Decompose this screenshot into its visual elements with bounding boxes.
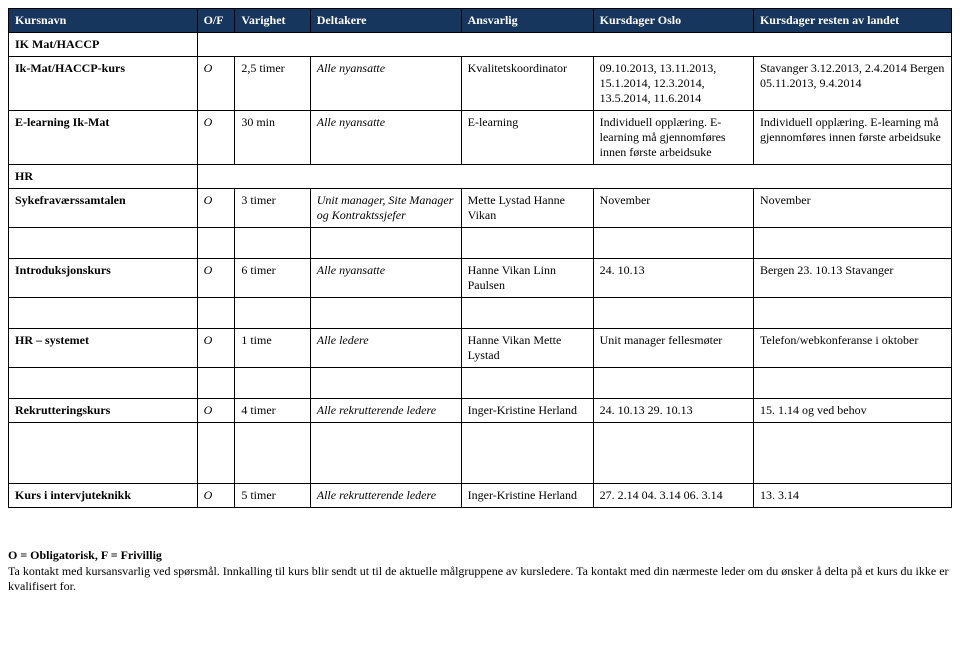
- cell-oslo: 24. 10.13: [593, 259, 753, 298]
- cell-deltakere: Alle ledere: [310, 329, 461, 368]
- cell-varighet: 6 timer: [235, 259, 310, 298]
- cell-deltakere: Alle rekrutterende ledere: [310, 399, 461, 423]
- course-table: Kursnavn O/F Varighet Deltakere Ansvarli…: [8, 8, 952, 508]
- cell-oslo: 27. 2.14 04. 3.14 06. 3.14: [593, 484, 753, 508]
- footer-line2: Ta kontakt med kursansvarlig ved spørsmå…: [8, 564, 952, 595]
- cell-varighet: 2,5 timer: [235, 57, 310, 111]
- row-elearn: E-learning Ik-Mat O 30 min Alle nyansatt…: [9, 111, 952, 165]
- cell-ansvarlig: Kvalitetskoordinator: [461, 57, 593, 111]
- cell-navn: Rekrutteringskurs: [9, 399, 198, 423]
- cell-ansvarlig: Hanne Vikan Linn Paulsen: [461, 259, 593, 298]
- cell-varighet: 1 time: [235, 329, 310, 368]
- row-ikmat: Ik-Mat/HACCP-kurs O 2,5 timer Alle nyans…: [9, 57, 952, 111]
- cell-varighet: 3 timer: [235, 189, 310, 228]
- cell-resten: Bergen 23. 10.13 Stavanger: [753, 259, 951, 298]
- footer-line1: O = Obligatorisk, F = Frivillig: [8, 548, 952, 564]
- col-ansvarlig: Ansvarlig: [461, 9, 593, 33]
- cell-of: O: [197, 57, 235, 111]
- cell-navn: Kurs i intervjuteknikk: [9, 484, 198, 508]
- cell-of: O: [197, 329, 235, 368]
- cell-deltakere: Alle nyansatte: [310, 259, 461, 298]
- cell-resten: Telefon/webkonferanse i oktober: [753, 329, 951, 368]
- col-varighet: Varighet: [235, 9, 310, 33]
- cell-ansvarlig: E-learning: [461, 111, 593, 165]
- cell-resten: 15. 1.14 og ved behov: [753, 399, 951, 423]
- spacer: [9, 228, 952, 259]
- section-hr: HR: [9, 165, 952, 189]
- cell-deltakere: Alle nyansatte: [310, 57, 461, 111]
- cell-of: O: [197, 259, 235, 298]
- spacer: [9, 368, 952, 399]
- cell-oslo: Individuell opplæring. E-learning må gje…: [593, 111, 753, 165]
- cell-resten: Stavanger 3.12.2013, 2.4.2014 Bergen 05.…: [753, 57, 951, 111]
- cell-ansvarlig: Mette Lystad Hanne Vikan: [461, 189, 593, 228]
- footer-note: O = Obligatorisk, F = Frivillig Ta konta…: [8, 548, 952, 595]
- cell-navn: Ik-Mat/HACCP-kurs: [9, 57, 198, 111]
- cell-oslo: 24. 10.13 29. 10.13: [593, 399, 753, 423]
- col-deltakere: Deltakere: [310, 9, 461, 33]
- cell-varighet: 4 timer: [235, 399, 310, 423]
- cell-navn: Introduksjonskurs: [9, 259, 198, 298]
- cell-navn: Sykefraværssamtalen: [9, 189, 198, 228]
- cell-of: O: [197, 189, 235, 228]
- col-of: O/F: [197, 9, 235, 33]
- cell-resten: November: [753, 189, 951, 228]
- cell-resten: 13. 3.14: [753, 484, 951, 508]
- row-rekruttering: Rekrutteringskurs O 4 timer Alle rekrutt…: [9, 399, 952, 423]
- section-ik: IK Mat/HACCP: [9, 33, 952, 57]
- cell-of: O: [197, 111, 235, 165]
- col-oslo: Kursdager Oslo: [593, 9, 753, 33]
- cell-ansvarlig: Inger-Kristine Herland: [461, 484, 593, 508]
- col-resten: Kursdager resten av landet: [753, 9, 951, 33]
- cell-oslo: Unit manager fellesmøter: [593, 329, 753, 368]
- cell-deltakere: Unit manager, Site Manager og Kontraktss…: [310, 189, 461, 228]
- row-intro: Introduksjonskurs O 6 timer Alle nyansat…: [9, 259, 952, 298]
- cell-deltakere: Alle nyansatte: [310, 111, 461, 165]
- row-hrsystem: HR – systemet O 1 time Alle ledere Hanne…: [9, 329, 952, 368]
- spacer: [9, 453, 952, 484]
- cell-navn: HR – systemet: [9, 329, 198, 368]
- cell-ansvarlig: Hanne Vikan Mette Lystad: [461, 329, 593, 368]
- cell-varighet: 30 min: [235, 111, 310, 165]
- cell-of: O: [197, 399, 235, 423]
- cell-oslo: 09.10.2013, 13.11.2013, 15.1.2014, 12.3.…: [593, 57, 753, 111]
- header-row: Kursnavn O/F Varighet Deltakere Ansvarli…: [9, 9, 952, 33]
- cell-oslo: November: [593, 189, 753, 228]
- cell-resten: Individuell opplæring. E-learning må gje…: [753, 111, 951, 165]
- cell-ansvarlig: Inger-Kristine Herland: [461, 399, 593, 423]
- cell-deltakere: Alle rekrutterende ledere: [310, 484, 461, 508]
- spacer: [9, 298, 952, 329]
- cell-varighet: 5 timer: [235, 484, 310, 508]
- section-hr-label: HR: [9, 165, 198, 189]
- section-ik-label: IK Mat/HACCP: [9, 33, 198, 57]
- row-syke: Sykefraværssamtalen O 3 timer Unit manag…: [9, 189, 952, 228]
- cell-navn: E-learning Ik-Mat: [9, 111, 198, 165]
- row-intervju: Kurs i intervjuteknikk O 5 timer Alle re…: [9, 484, 952, 508]
- cell-of: O: [197, 484, 235, 508]
- col-kursnavn: Kursnavn: [9, 9, 198, 33]
- spacer: [9, 423, 952, 454]
